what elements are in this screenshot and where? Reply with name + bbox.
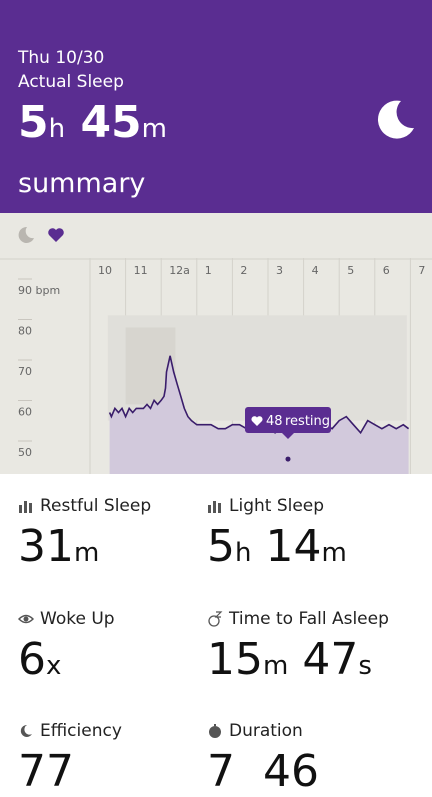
stat-duration-title: Duration [229, 721, 303, 741]
x-tick-label: 10 [98, 264, 112, 277]
x-tick-label: 12a [169, 264, 190, 277]
bar-chart-icon [208, 501, 221, 513]
timer-icon [209, 724, 221, 738]
y-tick-label: 50 [18, 446, 32, 459]
eye-icon [18, 614, 34, 624]
stat-restful-title: Restful Sleep [40, 496, 152, 516]
stat-light-minutes-unit: m [321, 538, 347, 568]
sleep-date: Thu 10/30 [18, 48, 105, 68]
heart-rate-chart: 10 11 12a 1 2 3 4 5 6 7 90 bpm 80 70 60 50 48 resting [0, 213, 432, 474]
x-tick-label: 5 [347, 264, 354, 277]
stat-woke-unit: x [46, 651, 62, 681]
stat-light-hours: 5 [207, 521, 235, 572]
section-title: summary [18, 168, 146, 199]
y-tick-label: 70 [18, 365, 32, 378]
stat-restful-value: 31 [18, 521, 74, 572]
bar-chart-icon [19, 501, 32, 513]
x-tick-label: 7 [418, 264, 425, 277]
stat-fall-asleep-title: Time to Fall Asleep [229, 609, 389, 629]
stat-duration-hours: 7 [207, 746, 235, 797]
stat-woke: Woke Up 6x [18, 609, 228, 691]
y-tick-label: 80 [18, 325, 32, 338]
stat-efficiency: Efficiency 77 [18, 721, 228, 797]
sleep-label: Actual Sleep [18, 72, 124, 92]
sleep-header: Thu 10/30 Actual Sleep 5h 45m summary [0, 0, 432, 213]
x-tick-label: 11 [134, 264, 148, 277]
stat-fall-asleep-minutes: 15 [207, 634, 263, 685]
y-tick-label: 60 [18, 406, 32, 419]
stat-efficiency-title: Efficiency [40, 721, 122, 741]
x-tick-label: 4 [312, 264, 319, 277]
sleep-duration: 5h 45m [18, 97, 167, 155]
heart-rate-area [109, 355, 409, 474]
stat-light-title: Light Sleep [229, 496, 325, 516]
resting-hr-heart-icon [251, 416, 263, 426]
moon-tab-icon[interactable] [16, 225, 36, 245]
resting-hr-point [285, 456, 291, 462]
stat-restful: Restful Sleep 31m [18, 496, 228, 578]
stat-fall-asleep-seconds: 47 [302, 634, 359, 685]
heart-tab-icon[interactable] [46, 225, 66, 245]
duration-minutes-unit: m [141, 114, 167, 144]
resting-hr-value: 48 [266, 414, 283, 429]
stat-light-hours-unit: h [235, 538, 252, 568]
resting-hr-callout [245, 407, 331, 433]
moon-icon [377, 100, 414, 139]
stat-duration: Duration 7 46 [207, 721, 417, 797]
stat-fall-asleep-seconds-unit: s [358, 651, 372, 681]
stat-efficiency-value: 77 [18, 746, 74, 797]
stat-fall-asleep-minutes-unit: m [263, 651, 289, 681]
resting-hr-callout-pointer [282, 433, 294, 439]
stat-restful-unit: m [74, 538, 100, 568]
stat-woke-value: 6 [18, 634, 46, 685]
duration-hours-unit: h [48, 114, 66, 144]
stat-fall-asleep: Time to Fall Asleep 15m 47s [207, 609, 417, 691]
stat-light: Light Sleep 5h 14m [207, 496, 417, 578]
stat-duration-minutes: 46 [262, 746, 319, 797]
stat-woke-title: Woke Up [40, 609, 115, 629]
chart-plot: 10 11 12a 1 2 3 4 5 6 7 90 bpm 80 70 60 50 48 resting [0, 258, 432, 474]
duration-hours: 5 [18, 97, 49, 148]
y-tick-label: 90 bpm [18, 284, 60, 297]
chart-tabs [16, 225, 66, 245]
duration-minutes: 45 [80, 97, 142, 148]
heart-rate-line [108, 355, 410, 435]
x-tick-label: 2 [240, 264, 247, 277]
sleepy-face-icon [208, 611, 223, 627]
x-tick-label: 3 [276, 264, 283, 277]
moon-small-icon [20, 724, 32, 737]
x-tick-label: 1 [205, 264, 212, 277]
x-tick-label: 6 [383, 264, 390, 277]
resting-hr-label: resting [285, 414, 330, 429]
stat-light-minutes: 14 [265, 521, 322, 572]
